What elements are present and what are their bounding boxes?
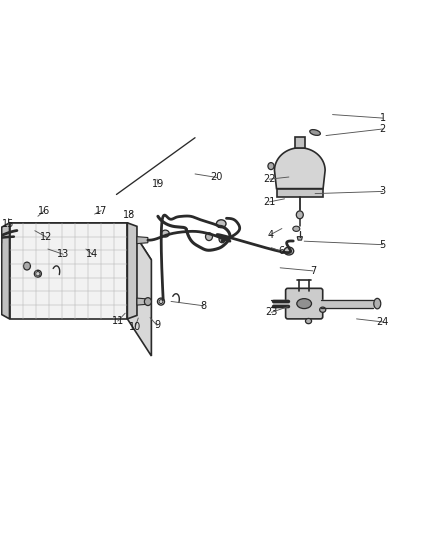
Ellipse shape <box>205 233 212 240</box>
Polygon shape <box>276 189 323 197</box>
Ellipse shape <box>284 247 294 255</box>
Text: 3: 3 <box>380 187 386 197</box>
Text: 8: 8 <box>201 301 207 311</box>
Ellipse shape <box>297 298 311 309</box>
Text: 6: 6 <box>279 246 285 256</box>
Polygon shape <box>295 137 304 148</box>
Polygon shape <box>2 223 10 319</box>
Text: 9: 9 <box>154 320 160 330</box>
Ellipse shape <box>305 318 311 324</box>
Ellipse shape <box>293 226 300 231</box>
Text: 10: 10 <box>129 322 141 332</box>
Text: 5: 5 <box>380 240 386 249</box>
Text: 7: 7 <box>310 266 316 276</box>
Text: 23: 23 <box>265 308 278 317</box>
Ellipse shape <box>268 163 274 169</box>
Text: 19: 19 <box>152 180 164 189</box>
Ellipse shape <box>162 230 169 237</box>
Text: 15: 15 <box>3 219 15 229</box>
Text: 1: 1 <box>380 113 386 123</box>
Text: 14: 14 <box>86 249 99 259</box>
Polygon shape <box>297 237 302 240</box>
Ellipse shape <box>293 290 316 304</box>
Text: 13: 13 <box>57 249 69 259</box>
Ellipse shape <box>24 262 31 270</box>
Ellipse shape <box>35 272 40 276</box>
Polygon shape <box>137 237 148 244</box>
Ellipse shape <box>145 297 152 305</box>
Text: 17: 17 <box>95 206 107 216</box>
Polygon shape <box>275 148 325 189</box>
Text: 18: 18 <box>124 210 136 220</box>
Polygon shape <box>0 237 2 243</box>
Ellipse shape <box>310 130 320 135</box>
Text: 4: 4 <box>268 230 274 240</box>
Ellipse shape <box>219 236 225 243</box>
Polygon shape <box>10 223 152 260</box>
FancyBboxPatch shape <box>286 288 323 319</box>
Polygon shape <box>127 223 152 356</box>
Polygon shape <box>127 223 137 319</box>
Text: 20: 20 <box>211 173 223 182</box>
Text: 24: 24 <box>377 317 389 327</box>
Text: 2: 2 <box>380 124 386 134</box>
Text: 16: 16 <box>38 206 50 216</box>
Ellipse shape <box>374 298 381 309</box>
Text: 21: 21 <box>263 197 276 207</box>
Ellipse shape <box>159 300 163 304</box>
Ellipse shape <box>320 307 326 312</box>
Text: 11: 11 <box>112 316 124 326</box>
Text: 12: 12 <box>40 232 53 243</box>
Polygon shape <box>10 223 127 319</box>
Ellipse shape <box>296 211 303 219</box>
Polygon shape <box>137 298 148 305</box>
Ellipse shape <box>216 220 226 228</box>
Text: 22: 22 <box>263 174 276 184</box>
